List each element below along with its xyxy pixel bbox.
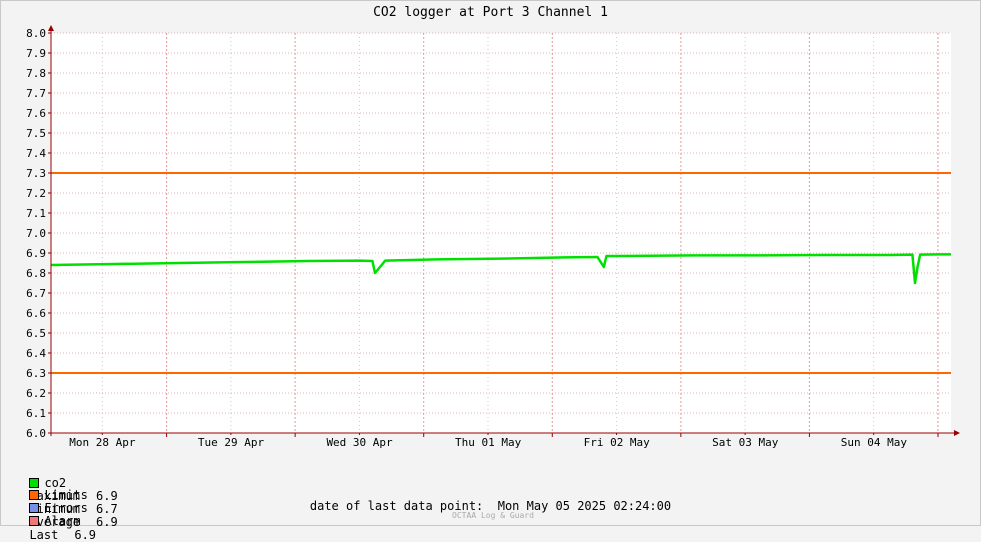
maximum-value: 6.9 — [96, 489, 118, 503]
legend-maximum: Maximum 6.9 — [29, 490, 166, 503]
last-data-point: date of last data point: Mon May 05 2025… — [0, 499, 981, 513]
y-tick-label: 7.7 — [26, 87, 46, 100]
y-tick-label: 6.7 — [26, 287, 46, 300]
y-tick-label: 7.9 — [26, 47, 46, 60]
y-tick-label: 6.1 — [26, 407, 46, 420]
x-tick-label: Wed 30 Apr — [326, 436, 393, 449]
x-tick-label: Sat 03 May — [712, 436, 779, 449]
last-label: Last — [29, 528, 59, 542]
legend-item-co2: co2 — [29, 477, 102, 490]
minimum-value: 6.7 — [96, 502, 118, 516]
x-tick-label: Thu 01 May — [455, 436, 522, 449]
y-tick-label: 7.6 — [26, 107, 46, 120]
series-line-co2 — [50, 253, 951, 285]
x-axis-arrow — [954, 430, 960, 436]
y-tick-label: 8.0 — [26, 27, 46, 40]
errors-swatch — [29, 503, 40, 513]
y-tick-label: 7.5 — [26, 127, 46, 140]
x-tick-label: Mon 28 Apr — [69, 436, 136, 449]
y-tick-label: 6.6 — [26, 307, 46, 320]
last-point-label: date of last data point: — [309, 499, 484, 513]
y-axis-arrow — [48, 25, 54, 31]
x-tick-label: Sun 04 May — [841, 436, 908, 449]
co2-swatch — [29, 478, 40, 488]
alarm-label: Alarm — [44, 514, 81, 528]
footer-credit: OCTAA Log & Guard — [452, 511, 534, 520]
legend-minimum: Minimum 6.7 — [29, 503, 166, 516]
y-tick-label: 6.5 — [26, 327, 46, 340]
y-tick-label: 6.2 — [26, 387, 46, 400]
legend-item-errors: Errors — [29, 502, 141, 515]
co2-label: co2 — [44, 476, 67, 490]
legend-item-limits: Limits — [29, 489, 141, 502]
minimum-label: Minimum — [29, 502, 81, 516]
last-point-value: Mon May 05 2025 02:24:00 — [497, 499, 672, 513]
y-tick-label: 7.4 — [26, 147, 46, 160]
legend-last: Last 6.9 — [29, 529, 96, 542]
last-value: 6.9 — [74, 528, 97, 542]
y-tick-label: 6.8 — [26, 267, 46, 280]
y-tick-label: 6.9 — [26, 247, 46, 260]
legend-average: Average 6.9 — [29, 516, 165, 529]
y-tick-label: 7.1 — [26, 207, 46, 220]
plot-area: 6.0 6.1 6.2 6.3 6.4 6.5 6.6 6.7 6.8 6.9 7.0 7.1 7.2 7… — [26, 25, 960, 449]
average-value: 6.9 — [96, 515, 118, 529]
errors-label: Errors — [44, 501, 88, 515]
limits-swatch — [29, 490, 40, 500]
y-tick-label: 6.4 — [26, 347, 46, 360]
y-tick-label: 6.0 — [26, 427, 46, 440]
y-tick-label: 7.3 — [26, 167, 46, 180]
limits-label: Limits — [44, 488, 88, 502]
chart-title: CO2 logger at Port 3 Channel 1 — [373, 5, 608, 20]
y-tick-label: 7.2 — [26, 187, 46, 200]
maximum-label: Maximum — [29, 489, 81, 503]
legend-row-markers: Limits Errors Alarm — [15, 476, 141, 528]
x-tick-label: Fri 02 May — [584, 436, 651, 449]
y-tick-label: 7.8 — [26, 67, 46, 80]
x-tick-label: Tue 29 Apr — [198, 436, 265, 449]
average-label: Average — [29, 515, 81, 529]
y-tick-label: 6.3 — [26, 367, 46, 380]
y-tick-label: 7.0 — [26, 227, 46, 240]
